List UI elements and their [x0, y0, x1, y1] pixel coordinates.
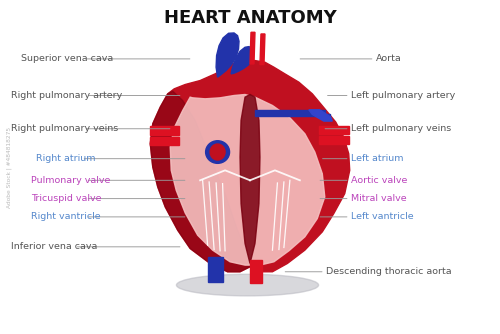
Text: Right pulmonary veins: Right pulmonary veins — [10, 124, 118, 133]
Text: Right vantricle: Right vantricle — [30, 212, 100, 221]
Ellipse shape — [210, 144, 225, 160]
Polygon shape — [319, 136, 348, 144]
Text: Aorta: Aorta — [376, 54, 402, 63]
Polygon shape — [309, 110, 332, 121]
Text: Left pulmonary artery: Left pulmonary artery — [350, 91, 455, 100]
Text: Mitral valve: Mitral valve — [350, 194, 406, 203]
Polygon shape — [150, 60, 350, 272]
Polygon shape — [150, 91, 250, 272]
Text: Right atrium: Right atrium — [36, 154, 95, 163]
Text: Right pulmonary artery: Right pulmonary artery — [10, 91, 122, 100]
Polygon shape — [170, 95, 325, 265]
Text: Superior vena cava: Superior vena cava — [20, 54, 113, 63]
Polygon shape — [240, 95, 260, 264]
Text: Pulmonary valve: Pulmonary valve — [30, 176, 110, 185]
Text: HEART ANATOMY: HEART ANATOMY — [164, 9, 336, 27]
Polygon shape — [208, 257, 222, 282]
Text: Tricuspid valve: Tricuspid valve — [30, 194, 101, 203]
Text: Aortic valve: Aortic valve — [350, 176, 407, 185]
Ellipse shape — [176, 274, 318, 296]
Text: Inferior vena cava: Inferior vena cava — [10, 242, 97, 251]
Ellipse shape — [206, 141, 230, 163]
Text: Descending thoracic aorta: Descending thoracic aorta — [326, 267, 452, 276]
Polygon shape — [216, 33, 239, 77]
Polygon shape — [255, 110, 330, 117]
Polygon shape — [150, 137, 179, 145]
Text: Left vantricle: Left vantricle — [350, 212, 414, 221]
Text: Adobe Stock | #484818275: Adobe Stock | #484818275 — [7, 127, 12, 207]
Polygon shape — [250, 260, 262, 284]
Text: Left pulmonary veins: Left pulmonary veins — [350, 124, 451, 133]
Polygon shape — [150, 126, 179, 135]
Text: Left atrium: Left atrium — [350, 154, 403, 163]
Polygon shape — [231, 47, 252, 74]
Polygon shape — [250, 32, 255, 64]
Polygon shape — [260, 34, 265, 64]
Polygon shape — [319, 126, 348, 134]
